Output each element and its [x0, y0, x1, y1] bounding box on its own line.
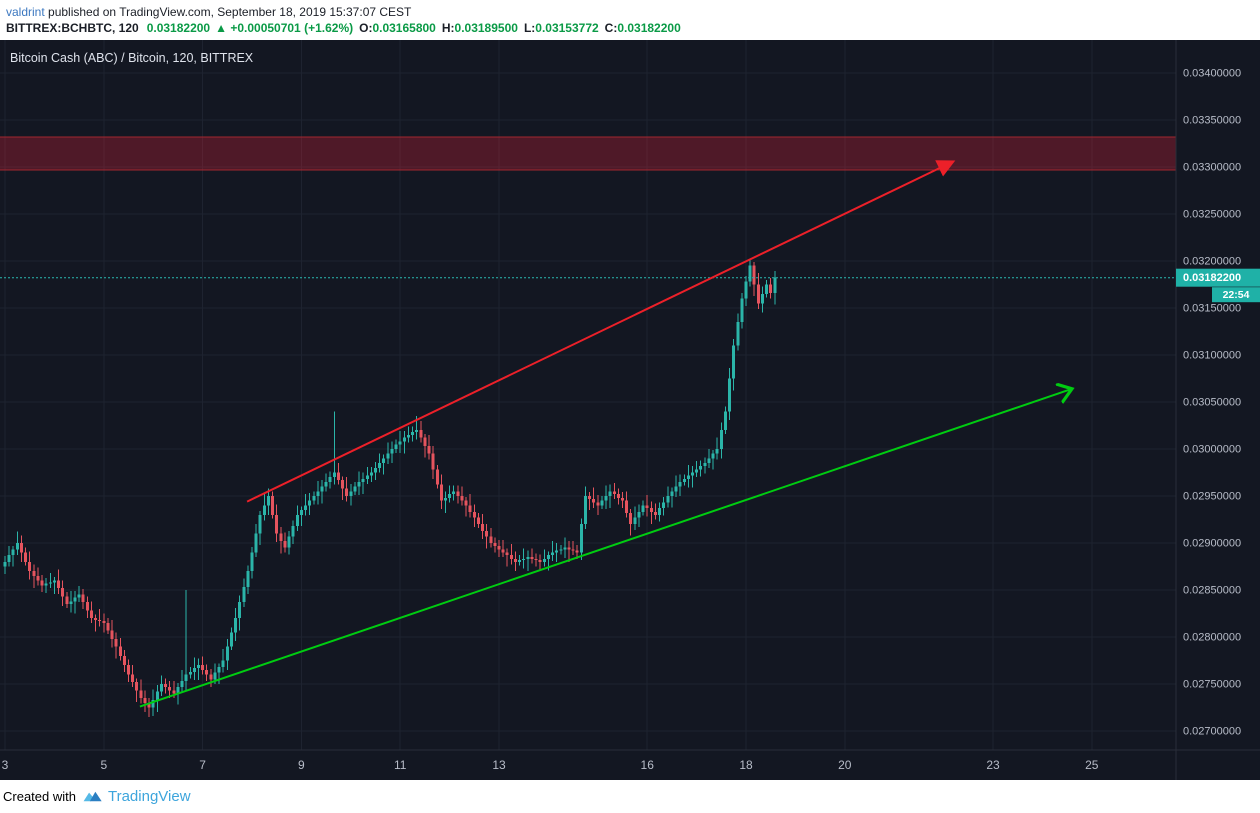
svg-text:0.03182200: 0.03182200 [1183, 272, 1241, 284]
price-axis[interactable]: 0.03400000 0.03350000 0.03300000 0.03250000… [1183, 68, 1241, 738]
price-change: +0.00050701 [230, 21, 301, 35]
created-with-text: Created with [3, 789, 76, 804]
svg-text:0.03400000: 0.03400000 [1183, 68, 1241, 80]
svg-text:0.03050000: 0.03050000 [1183, 397, 1241, 409]
chart-background [0, 40, 1260, 780]
svg-text:0.02900000: 0.02900000 [1183, 538, 1241, 550]
username-link[interactable]: valdrint [6, 5, 45, 19]
symbol-interval[interactable]: BITTREX:BCHBTC, 120 [6, 21, 139, 35]
axis-borders [0, 40, 1260, 780]
svg-text:0.03300000: 0.03300000 [1183, 162, 1241, 174]
resistance-trend-arrow[interactable] [246, 160, 956, 503]
footer: Created with TradingView [0, 780, 1260, 813]
low-readout: L:0.03153772 [524, 21, 599, 35]
up-triangle-icon: ▲ [215, 21, 227, 35]
header: valdrint published on TradingView.com, S… [0, 0, 1260, 40]
svg-text:5: 5 [100, 758, 107, 772]
published-text: published on TradingView.com, September … [48, 5, 412, 19]
svg-text:0.02700000: 0.02700000 [1183, 726, 1241, 738]
publish-info-line: valdrint published on TradingView.com, S… [6, 4, 1260, 20]
candlestick-chart[interactable]: 0.03400000 0.03350000 0.03300000 0.03250000… [0, 40, 1260, 780]
low-value: 0.03153772 [535, 21, 599, 35]
open-label: O: [359, 21, 373, 35]
svg-text:11: 11 [394, 758, 407, 772]
support-trend-arrow[interactable] [139, 389, 1072, 708]
chart-area: 0.03400000 0.03350000 0.03300000 0.03250000… [0, 40, 1260, 780]
svg-text:0.03100000: 0.03100000 [1183, 350, 1241, 362]
close-label: C: [604, 21, 618, 35]
svg-text:0.03200000: 0.03200000 [1183, 256, 1241, 268]
open-readout: O:0.03165800 [359, 21, 436, 35]
svg-text:0.02850000: 0.02850000 [1183, 585, 1241, 597]
resistance-band[interactable] [0, 136, 1176, 171]
svg-text:0.02750000: 0.02750000 [1183, 679, 1241, 691]
tradingview-brand-link[interactable]: TradingView [107, 788, 191, 805]
time-axis[interactable]: 3 5 7 9 11 13 16 18 20 23 25 [2, 758, 1099, 772]
svg-text:13: 13 [492, 758, 506, 772]
svg-text:23: 23 [986, 758, 1000, 772]
chart-title: Bitcoin Cash (ABC) / Bitcoin, 120, BITTR… [10, 51, 254, 65]
svg-text:20: 20 [838, 758, 852, 772]
svg-text:0.03250000: 0.03250000 [1183, 209, 1241, 221]
high-readout: H:0.03189500 [442, 21, 518, 35]
low-label: L: [523, 21, 536, 35]
open-value: 0.03165800 [372, 21, 436, 35]
svg-text:0.02950000: 0.02950000 [1183, 491, 1241, 503]
candles [3, 259, 777, 717]
last-price-label: 0.03182200 [1176, 268, 1260, 287]
svg-text:7: 7 [199, 758, 206, 772]
svg-text:16: 16 [641, 758, 655, 772]
close-value: 0.03182200 [617, 21, 681, 35]
header-last-price: 0.03182200 [146, 21, 211, 35]
price-change-pct: (+1.62%) [304, 21, 354, 35]
svg-text:0.03350000: 0.03350000 [1183, 115, 1241, 127]
tradingview-logo-icon [83, 791, 102, 802]
close-readout: C:0.03182200 [605, 21, 681, 35]
svg-text:0.03000000: 0.03000000 [1183, 444, 1241, 456]
svg-text:18: 18 [739, 758, 753, 772]
grid [0, 40, 1176, 750]
high-label: H: [441, 21, 455, 35]
svg-text:0.02800000: 0.02800000 [1183, 632, 1241, 644]
bar-countdown-label: 22:54 [1212, 287, 1260, 303]
symbol-info-line: BITTREX:BCHBTC, 120 0.03182200 ▲ +0.000507… [6, 20, 1260, 37]
svg-text:9: 9 [298, 758, 305, 772]
svg-text:22:54: 22:54 [1223, 289, 1250, 301]
svg-text:25: 25 [1085, 758, 1099, 772]
svg-text:0.03150000: 0.03150000 [1183, 303, 1241, 315]
high-value: 0.03189500 [454, 21, 518, 35]
svg-text:3: 3 [2, 758, 9, 772]
